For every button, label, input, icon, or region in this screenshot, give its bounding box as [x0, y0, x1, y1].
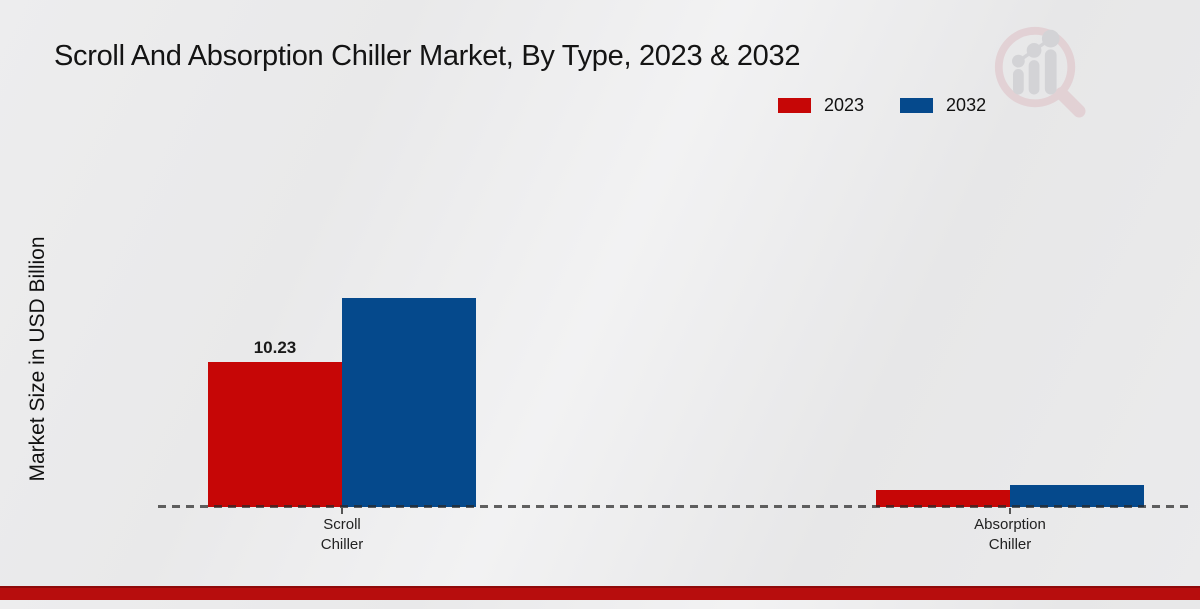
footer-red-strip [0, 586, 1200, 600]
x-axis-category-label: Absorption Chiller [974, 516, 1046, 553]
bar-2032-absorption-chiller [1010, 485, 1144, 507]
bar-value-label: 10.23 [253, 338, 297, 357]
x-axis-tick [1009, 508, 1011, 514]
x-axis-category-label: Scroll Chiller [320, 516, 364, 553]
legend-label-2032: 2032 [946, 95, 987, 115]
bar-2023-scroll-chiller [208, 362, 342, 507]
magnifier-bar-chart-logo-icon [994, 26, 1086, 118]
legend-item-2032: 2032 [900, 95, 986, 116]
legend-label-2023: 2023 [824, 95, 865, 115]
legend-swatch-2032 [900, 98, 934, 113]
bar-2023-absorption-chiller [876, 490, 1010, 507]
chart-title: Scroll And Absorption Chiller Market, By… [54, 40, 801, 72]
x-axis-dashed-baseline [158, 505, 1192, 508]
x-axis-tick [341, 508, 343, 514]
legend: 2023 2032 [778, 95, 986, 116]
bar-2032-scroll-chiller [342, 298, 476, 507]
legend-item-2023: 2023 [778, 95, 864, 116]
legend-swatch-2023 [778, 98, 811, 113]
